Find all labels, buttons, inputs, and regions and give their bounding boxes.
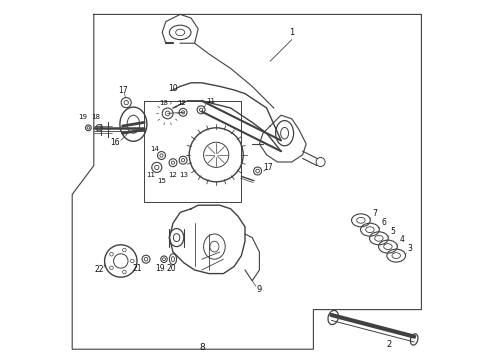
Text: 2: 2 [387, 341, 392, 349]
Text: 8: 8 [199, 343, 205, 352]
Text: 4: 4 [399, 235, 404, 244]
Text: 6: 6 [381, 218, 386, 227]
Text: 18: 18 [91, 114, 100, 120]
Text: 13: 13 [179, 172, 188, 177]
Text: 1: 1 [289, 28, 294, 37]
Text: 15: 15 [157, 178, 166, 184]
Text: 17: 17 [118, 86, 127, 95]
Text: 11: 11 [206, 98, 215, 104]
Text: 12: 12 [168, 172, 177, 177]
Text: 21: 21 [132, 264, 142, 273]
Text: 9: 9 [257, 285, 262, 294]
Text: 17: 17 [264, 163, 273, 172]
Text: 11: 11 [146, 172, 155, 177]
Text: 7: 7 [372, 209, 377, 217]
Text: 22: 22 [95, 266, 104, 275]
Text: 19: 19 [78, 114, 87, 120]
Text: 12: 12 [177, 100, 186, 105]
Text: 16: 16 [111, 138, 120, 147]
Text: 10: 10 [168, 84, 178, 93]
Text: 3: 3 [408, 244, 412, 253]
Text: 20: 20 [167, 264, 176, 273]
Text: 13: 13 [160, 100, 169, 105]
Text: 14: 14 [150, 147, 159, 152]
Text: 5: 5 [390, 227, 395, 236]
Text: 19: 19 [155, 264, 165, 273]
